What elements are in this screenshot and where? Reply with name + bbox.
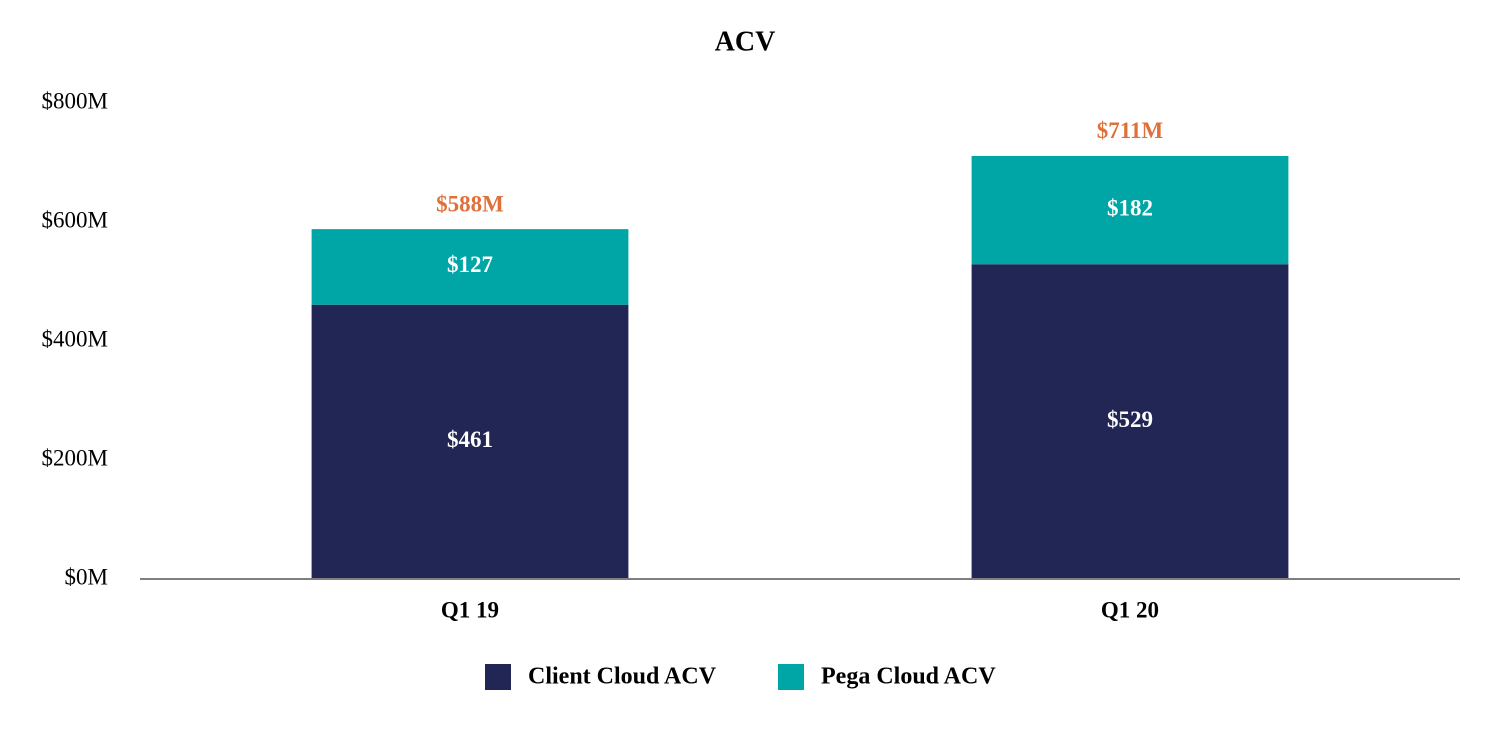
y-tick-label: $0M — [65, 564, 108, 589]
y-tick-label: $400M — [42, 326, 108, 351]
legend-label: Pega Cloud ACV — [821, 664, 996, 690]
segment-label: $529 — [1107, 407, 1153, 432]
chart-title: ACV — [715, 26, 776, 57]
bar-segment — [311, 304, 629, 579]
y-tick-label: $200M — [42, 445, 108, 470]
legend-swatch — [485, 664, 511, 690]
legend-swatch — [778, 664, 804, 690]
x-tick-label: Q1 19 — [441, 597, 499, 622]
segment-label: $127 — [447, 252, 493, 277]
total-label: $711M — [1097, 118, 1164, 143]
total-label: $588M — [436, 191, 504, 216]
legend-label: Client Cloud ACV — [528, 664, 717, 690]
y-tick-label: $600M — [42, 207, 108, 232]
segment-label: $182 — [1107, 195, 1153, 220]
bar-segment — [311, 229, 629, 305]
bar-segment — [971, 264, 1289, 579]
x-tick-label: Q1 20 — [1101, 597, 1159, 622]
bar-segment — [971, 155, 1289, 265]
y-tick-label: $800M — [42, 88, 108, 113]
segment-label: $461 — [447, 427, 493, 452]
